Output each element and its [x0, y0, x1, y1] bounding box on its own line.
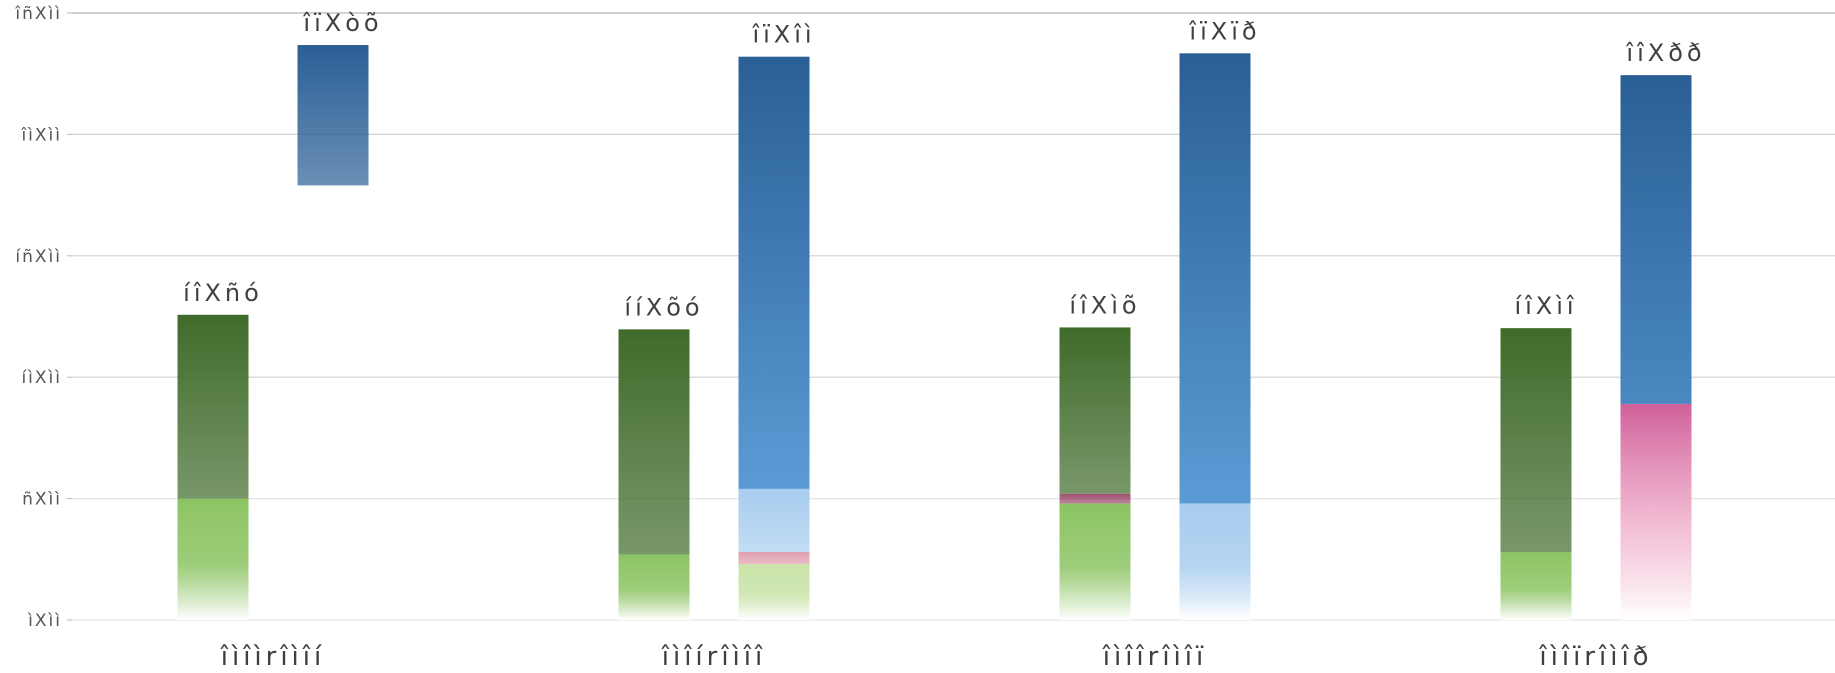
- data-label: ííXõó: [624, 293, 703, 321]
- y-tick-label: ìXìì: [27, 611, 62, 631]
- label-layer: íîXñó îïXòõ îìîìrîìîí ííXõó îïXîì îìîírîìîî íî…: [183, 9, 1705, 672]
- data-label: îîXðð: [1625, 39, 1705, 67]
- x-category-label: îìîìrîìîí: [220, 642, 325, 672]
- bar-segment: [738, 56, 810, 489]
- x-category-label: îìîîrîìîï: [1102, 642, 1207, 672]
- bar-segment: [177, 314, 249, 499]
- data-label: íîXñó: [183, 279, 263, 307]
- x-category-label: îìîïrîìîð: [1538, 642, 1652, 672]
- bar-segment: [738, 488, 810, 553]
- data-label: íîXìõ: [1069, 291, 1140, 319]
- data-label: îïXòõ: [302, 9, 382, 37]
- bar-segment: [1620, 75, 1692, 404]
- data-label: îïXîì: [751, 21, 815, 49]
- bar-segment: [1059, 493, 1131, 504]
- y-tick-label: îñXìì: [14, 4, 62, 24]
- data-label: îïXïð: [1188, 17, 1260, 45]
- y-tick-label: ñXìì: [22, 490, 62, 510]
- bar-segment: [1500, 552, 1572, 620]
- bar-segment: [1059, 503, 1131, 620]
- bar-segment: [1179, 53, 1251, 504]
- bar-segment: [618, 329, 690, 555]
- y-tick-label: íìXìì: [21, 368, 62, 388]
- bar-segment: [297, 45, 369, 186]
- bar-segment: [618, 554, 690, 620]
- y-tick-label: íñXìì: [15, 247, 62, 267]
- bar-segment: [177, 498, 249, 620]
- bar-segment: [1179, 503, 1251, 620]
- y-tick-label: îìXìì: [20, 125, 62, 145]
- data-label: íîXìî: [1514, 292, 1577, 320]
- x-category-label: îìîírîìîî: [661, 642, 766, 672]
- bar-segment: [1500, 328, 1572, 553]
- bar-segment: [738, 564, 810, 620]
- bar-layer: [177, 45, 1692, 620]
- bar-segment: [1620, 403, 1692, 620]
- bar-segment: [1059, 327, 1131, 494]
- bar-segment: [738, 552, 810, 565]
